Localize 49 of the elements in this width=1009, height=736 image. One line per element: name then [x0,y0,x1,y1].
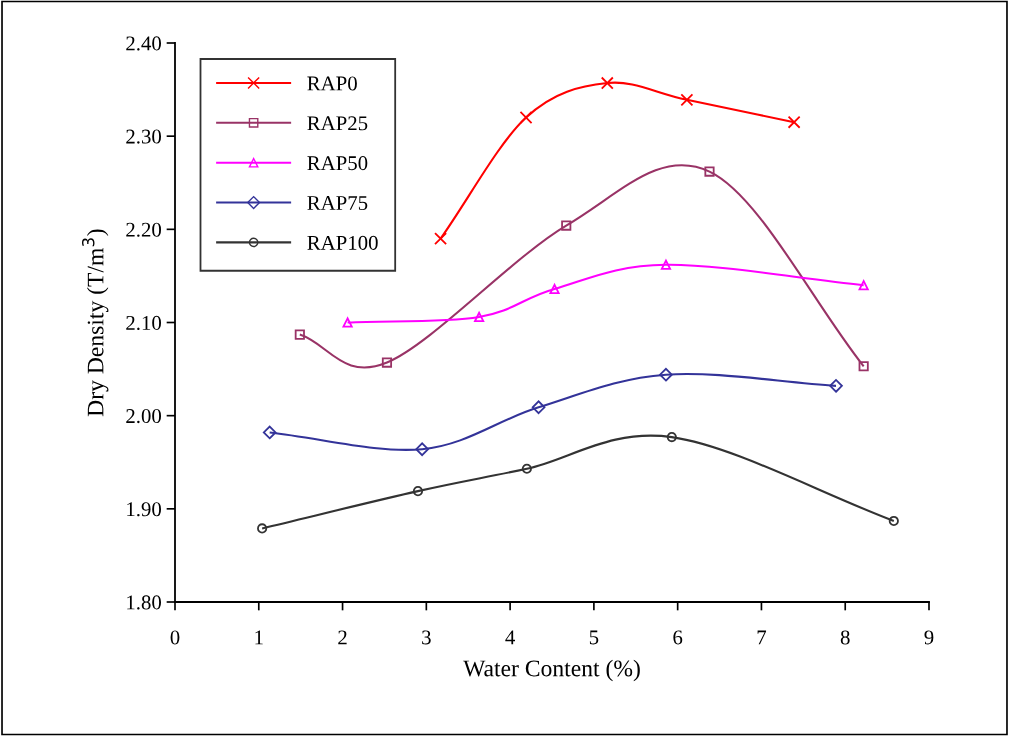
legend-label: RAP50 [307,156,368,171]
point [474,311,485,322]
y-tick-label: 2.00 [126,409,162,424]
point [381,357,393,368]
point [888,515,899,527]
legend-label: RAP0 [307,76,357,91]
x-tick-label: 4 [505,630,515,645]
legend-label: RAP25 [307,116,368,131]
y-axis-title: Dry Density (T/m$^{3}$) [82,229,109,417]
point [342,317,353,328]
point [666,432,677,443]
point [858,280,869,291]
point [600,76,614,90]
x-tick-label: 2 [338,630,347,645]
point [531,400,546,415]
point [262,425,277,440]
y-tick-label: 2.30 [126,129,162,144]
point [660,259,672,270]
x-tick-label: 6 [673,630,683,645]
point [829,379,843,393]
y-tick-label: 2.40 [126,36,162,51]
y-tick-label: 2.10 [126,315,162,331]
point [257,523,268,534]
x-tick-label: 1 [255,630,263,645]
point [521,463,532,474]
point [412,486,424,497]
x-tick-label: 7 [757,630,767,645]
x-tick-label: 3 [422,630,431,645]
point [561,220,572,231]
point [787,115,801,129]
point [294,329,305,340]
x-tick-label: 9 [924,630,934,645]
point [659,367,673,382]
y-tick-label: 1.90 [127,502,162,517]
point [858,361,869,372]
legend-label: RAP100 [307,235,378,250]
legend-label: RAP75 [307,196,368,211]
x-tick-label: 5 [589,630,599,645]
x-tick-label: 0 [170,630,180,645]
y-tick-label: 1.80 [127,595,162,610]
x-axis-title: Water Content (%) [463,659,640,682]
point [415,442,429,457]
x-tick-label: 8 [840,630,850,645]
point [549,283,560,295]
point [680,93,694,107]
point [434,232,448,246]
y-tick-label: 2.20 [126,222,162,237]
point [519,111,533,124]
point [704,166,715,177]
